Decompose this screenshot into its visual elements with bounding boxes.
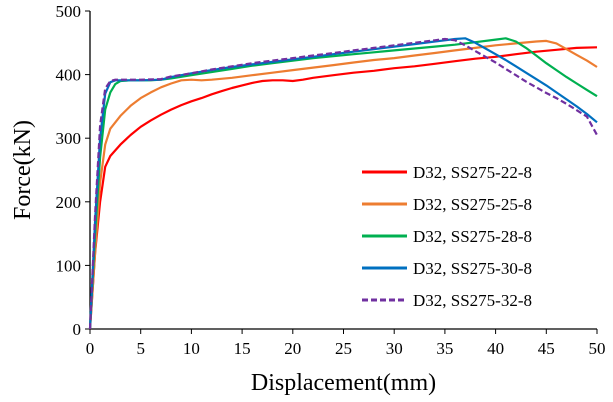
x-tick-label: 20 [284, 339, 301, 358]
y-tick-label: 0 [73, 320, 82, 339]
y-tick-label: 500 [56, 2, 82, 21]
y-tick-label: 200 [56, 193, 82, 212]
y-tick-label: 300 [56, 129, 82, 148]
series-layer [88, 37, 598, 330]
x-tick-label: 10 [183, 339, 200, 358]
x-axis-title: Displacement(mm) [251, 370, 436, 396]
x-tick-label: 30 [386, 339, 403, 358]
legend-label-3: D32, SS275-28-8 [413, 227, 532, 246]
legend-label-1: D32, SS275-22-8 [413, 163, 532, 182]
x-tick-label: 15 [234, 339, 251, 358]
y-axis-title: Force(kN) [10, 120, 36, 220]
axes: 0 100 200 300 400 500 0 5 10 15 20 25 30 35 40 45 50 [56, 2, 606, 358]
legend-label-2: D32, SS275-25-8 [413, 195, 532, 214]
x-tick-label: 45 [538, 339, 555, 358]
legend-label-4: D32, SS275-30-8 [413, 259, 532, 278]
series-line-4 [88, 37, 598, 330]
x-tick-label: 50 [589, 339, 606, 358]
series-line-5 [88, 37, 598, 330]
x-tick-label: 5 [136, 339, 145, 358]
y-tick-label: 100 [56, 256, 82, 275]
y-tick-label: 400 [56, 66, 82, 85]
legend: D32, SS275-22-8 D32, SS275-25-8 D32, SS275… [362, 163, 532, 310]
series-line-2 [88, 39, 598, 330]
x-tick-label: 25 [335, 339, 352, 358]
x-tick-label: 40 [487, 339, 504, 358]
legend-label-5: D32, SS275-32-8 [413, 291, 532, 310]
x-tick-label: 35 [436, 339, 453, 358]
x-tick-label: 0 [86, 339, 95, 358]
series-line-1 [88, 46, 598, 330]
series-line-3 [88, 37, 598, 330]
